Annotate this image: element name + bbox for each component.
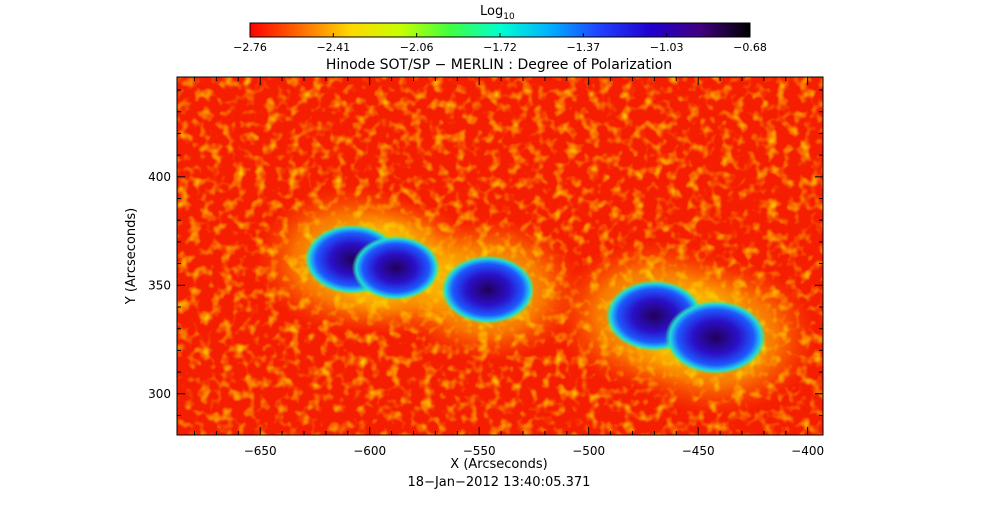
colorbar-tick-label: −2.76 xyxy=(233,41,267,54)
colorbar-tick-label: −2.41 xyxy=(316,41,350,54)
x-tick-label: −550 xyxy=(463,444,496,458)
x-tick-label: −400 xyxy=(791,444,824,458)
y-tick-label: 300 xyxy=(148,387,171,401)
x-axis-label: X (Arcseconds) xyxy=(450,457,547,472)
observation-timestamp: 18−Jan−2012 13:40:05.371 xyxy=(408,475,591,490)
colorbar-tick-label: −1.03 xyxy=(650,41,684,54)
x-tick-label: −450 xyxy=(682,444,715,458)
y-axis-label: Y (Arcseconds) xyxy=(124,208,139,305)
x-tick-label: −650 xyxy=(244,444,277,458)
colorbar-ticks: −2.76 −2.41 −2.06 −1.72 −1.37 −1.03 −0.68 xyxy=(233,33,767,54)
y-tick-label: 400 xyxy=(148,170,171,184)
x-tick-label: −500 xyxy=(572,444,605,458)
y-axis: 300 350 400 xyxy=(148,89,823,416)
chart-title: Hinode SOT/SP − MERLIN : Degree of Polar… xyxy=(326,57,672,73)
x-axis: −650 −600 −550 −500 −450 −400 xyxy=(194,77,824,458)
polarization-feature xyxy=(441,255,535,324)
colorbar-tick-label: −1.72 xyxy=(483,41,517,54)
colorbar-tick-label: −2.06 xyxy=(400,41,434,54)
y-tick-label: 350 xyxy=(148,278,171,292)
plot-frame xyxy=(176,76,824,436)
x-tick-label: −600 xyxy=(353,444,386,458)
colorbar: Log10 −2.76 −2.41 −2.06 −1.72 −1.37 −1.03 −0.6… xyxy=(233,4,767,54)
polarization-feature xyxy=(665,300,767,375)
colorbar-title: Log10 xyxy=(480,4,515,22)
colorbar-tick-label: −0.68 xyxy=(733,41,767,54)
polarization-feature xyxy=(351,235,441,301)
heatmap-area xyxy=(177,77,823,435)
polarization-features xyxy=(304,224,767,375)
colorbar-tick-label: −1.37 xyxy=(566,41,600,54)
